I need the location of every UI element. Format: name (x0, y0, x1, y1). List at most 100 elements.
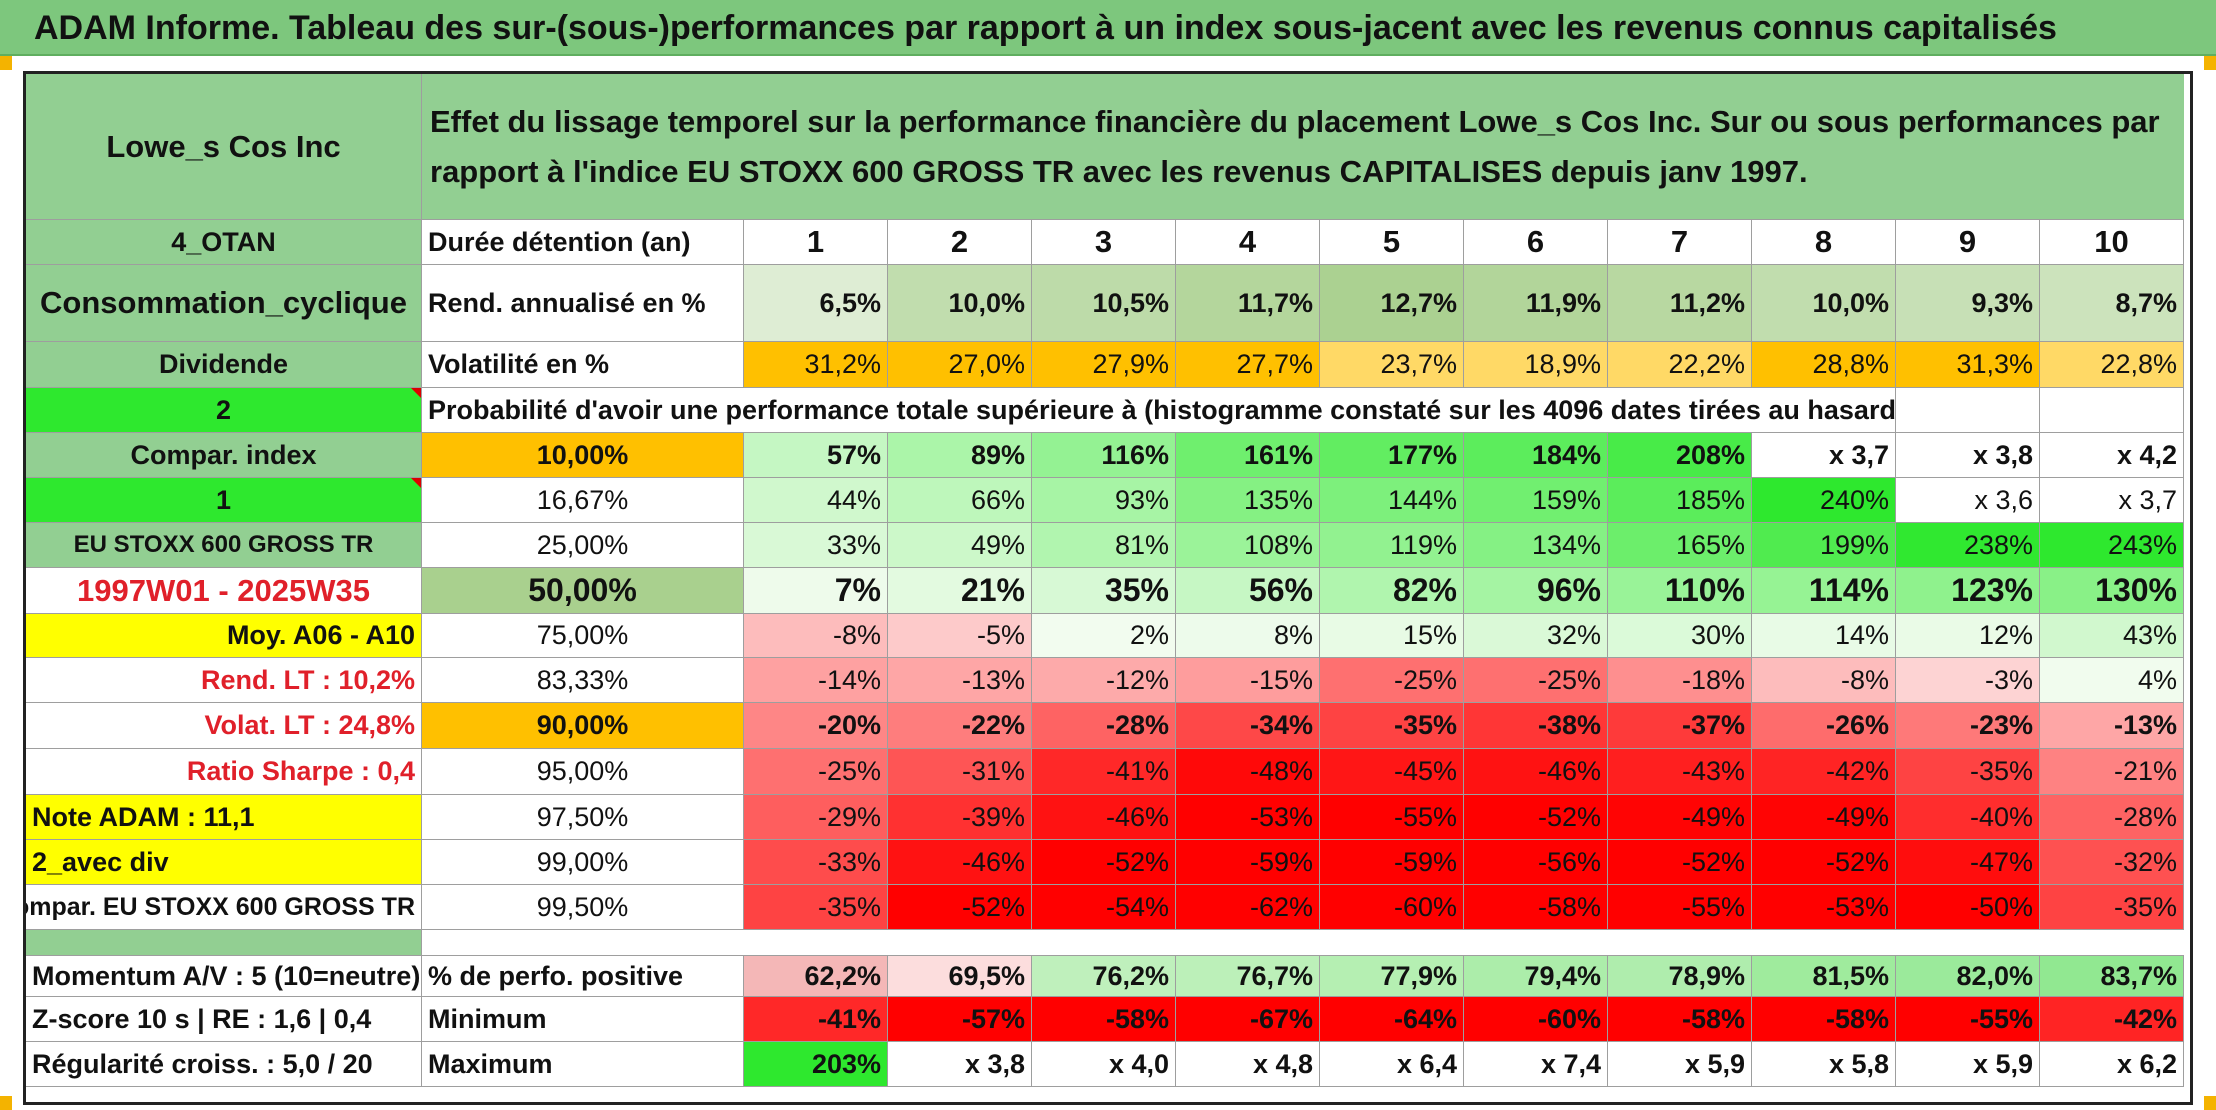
min-value: -41% (744, 997, 888, 1042)
rend-value: 9,3% (1896, 265, 2040, 342)
rend-value: 10,0% (1752, 265, 1896, 342)
vol-value: 22,8% (2040, 342, 2184, 388)
probability-level: 16,67% (422, 478, 744, 523)
max-value: x 7,4 (1464, 1042, 1608, 1087)
probability-value: x 3,7 (2040, 478, 2184, 523)
report-title: ADAM Informe. Tableau des sur-(sous-)per… (0, 0, 2216, 56)
duration-label: Durée détention (an) (422, 220, 744, 265)
probability-value: 33% (744, 523, 888, 568)
average-label: Moy. A06 - A10 (26, 614, 422, 658)
min-label: Minimum (422, 997, 744, 1042)
probability-value: 240% (1752, 478, 1896, 523)
max-value: x 4,0 (1032, 1042, 1176, 1087)
probability-value: 199% (1752, 523, 1896, 568)
pos-value: 76,2% (1032, 956, 1176, 997)
corner-marker (0, 56, 12, 70)
year-header: 1 (744, 220, 888, 265)
param-2: 2 (26, 388, 422, 433)
probability-value: -59% (1320, 840, 1464, 885)
probability-value: -21% (2040, 749, 2184, 795)
probability-value: -56% (1464, 840, 1608, 885)
pos-value: 79,4% (1464, 956, 1608, 997)
pos-value: 82,0% (1896, 956, 2040, 997)
probability-value: -37% (1608, 703, 1752, 749)
probability-level: 97,50% (422, 795, 744, 840)
long-term-return: Rend. LT : 10,2% (26, 658, 422, 703)
probability-value: 35% (1032, 568, 1176, 614)
probability-value: -46% (1464, 749, 1608, 795)
probability-value: -59% (1176, 840, 1320, 885)
vol-value: 27,0% (888, 342, 1032, 388)
probability-value: -52% (1032, 840, 1176, 885)
probability-value: 185% (1608, 478, 1752, 523)
probability-value: -25% (1320, 658, 1464, 703)
probability-value: -32% (2040, 840, 2184, 885)
probability-value: 8% (1176, 614, 1320, 658)
probability-value: 110% (1608, 568, 1752, 614)
probability-value: -43% (1608, 749, 1752, 795)
probability-value: -52% (1608, 840, 1752, 885)
min-value: -55% (1896, 997, 2040, 1042)
vol-value: 28,8% (1752, 342, 1896, 388)
probability-value: -8% (744, 614, 888, 658)
rend-value: 10,5% (1032, 265, 1176, 342)
probability-value: 165% (1608, 523, 1752, 568)
min-value: -64% (1320, 997, 1464, 1042)
probability-value: -53% (1752, 885, 1896, 930)
corner-marker (2204, 56, 2216, 70)
regularity-label: Régularité croiss. : 5,0 / 20 (26, 1042, 422, 1087)
probability-value: -35% (2040, 885, 2184, 930)
pos-value: 81,5% (1752, 956, 1896, 997)
probability-value: -8% (1752, 658, 1896, 703)
probability-value: -53% (1176, 795, 1320, 840)
min-value: -57% (888, 997, 1032, 1042)
probability-value: -12% (1032, 658, 1176, 703)
probability-value: 119% (1320, 523, 1464, 568)
vol-value: 18,9% (1464, 342, 1608, 388)
probability-value: 116% (1032, 433, 1176, 478)
probability-value: -28% (1032, 703, 1176, 749)
year-header: 6 (1464, 220, 1608, 265)
spacer (26, 930, 422, 956)
probability-value: 2% (1032, 614, 1176, 658)
max-value: x 5,8 (1752, 1042, 1896, 1087)
vol-value: 27,9% (1032, 342, 1176, 388)
year-header: 10 (2040, 220, 2184, 265)
probability-value: -50% (1896, 885, 2040, 930)
momentum-label: Momentum A/V : 5 (10=neutre) (26, 956, 422, 997)
probability-value: -15% (1176, 658, 1320, 703)
probability-value: 56% (1176, 568, 1320, 614)
probability-value: 130% (2040, 568, 2184, 614)
sector-name: Consommation_cyclique (26, 265, 422, 342)
min-value: -58% (1608, 997, 1752, 1042)
sector-code: 4_OTAN (26, 220, 422, 265)
probability-value: 114% (1752, 568, 1896, 614)
corner-marker (2204, 1096, 2216, 1110)
year-header: 7 (1608, 220, 1752, 265)
max-value: x 6,2 (2040, 1042, 2184, 1087)
probability-value: -22% (888, 703, 1032, 749)
probability-value: -46% (1032, 795, 1176, 840)
rend-value: 11,7% (1176, 265, 1320, 342)
probability-value: -18% (1608, 658, 1752, 703)
probability-value: -52% (1752, 840, 1896, 885)
probability-value: -29% (744, 795, 888, 840)
probability-value: -25% (1464, 658, 1608, 703)
probability-value: 12% (1896, 614, 2040, 658)
long-term-volatility: Volat. LT : 24,8% (26, 703, 422, 749)
probability-value: -49% (1608, 795, 1752, 840)
corner-marker (0, 1096, 12, 1110)
probability-value: 123% (1896, 568, 2040, 614)
probability-value: -42% (1752, 749, 1896, 795)
probability-value: -26% (1752, 703, 1896, 749)
pos-value: 83,7% (2040, 956, 2184, 997)
probability-value: 243% (2040, 523, 2184, 568)
probability-value: x 3,8 (1896, 433, 2040, 478)
probability-level: 99,00% (422, 840, 744, 885)
probability-value: -41% (1032, 749, 1176, 795)
max-value: x 3,8 (888, 1042, 1032, 1087)
probability-value: -45% (1320, 749, 1464, 795)
probability-value: 32% (1464, 614, 1608, 658)
rend-value: 11,9% (1464, 265, 1608, 342)
probability-value: 184% (1464, 433, 1608, 478)
